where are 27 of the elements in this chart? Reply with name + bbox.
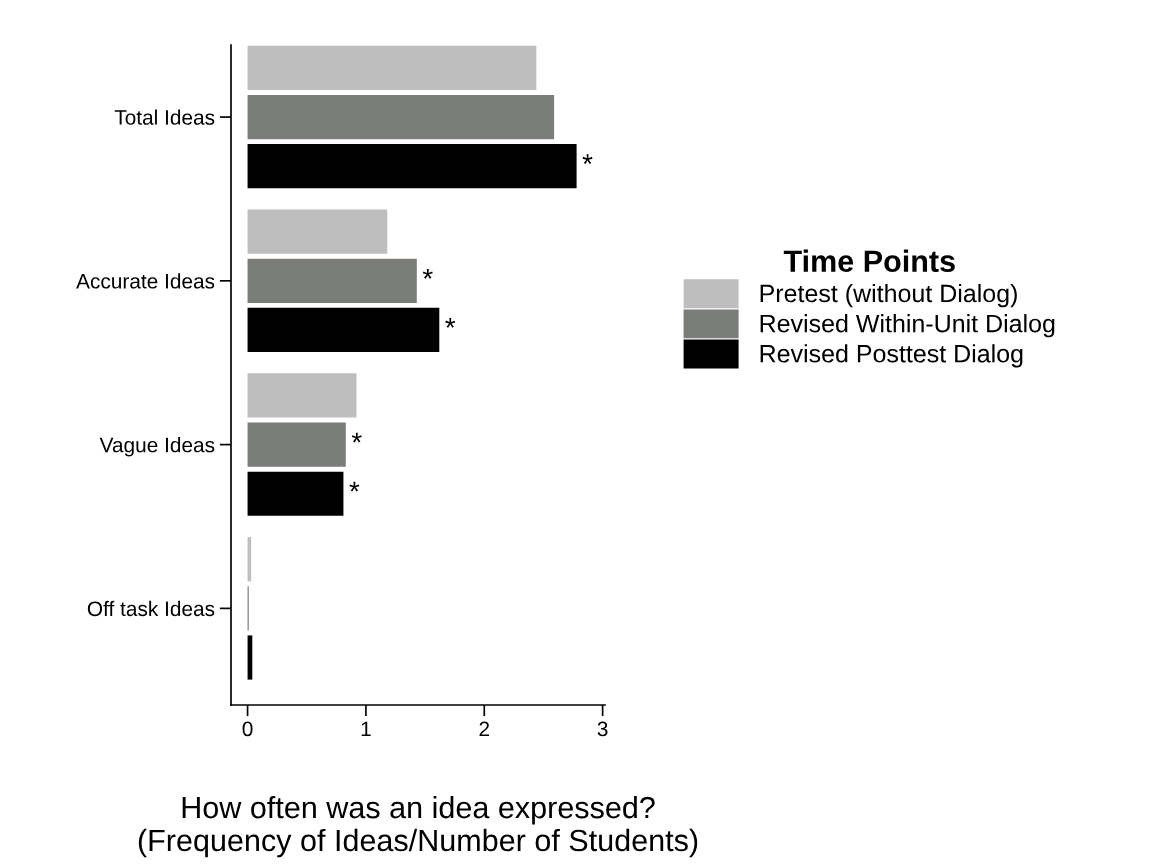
bar (247, 471, 344, 516)
legend-label: Pretest (without Dialog) (760, 283, 1017, 308)
y-tick-label: Off task Ideas (87, 600, 215, 617)
x-axis-title: How often was an idea expressed? (Frequency of Ideas/Number of Students) (138, 795, 698, 858)
x-tick-label: 2 (479, 721, 490, 737)
data-label: * (445, 318, 456, 328)
x-tick-label: 0 (242, 721, 253, 737)
bar (247, 422, 346, 467)
y-tick-label: Accurate Ideas (76, 273, 215, 289)
legend-label: Revised Within-Unit Dialog (760, 314, 1055, 338)
legend-label: Revised Posttest Dialog (760, 344, 1023, 368)
bar (247, 258, 417, 303)
legend-title: Time Points (783, 249, 955, 273)
data-label: * (351, 432, 362, 443)
y-tick-label: Vague Ideas (99, 437, 215, 457)
data-label: * (582, 154, 593, 165)
bar (247, 45, 537, 91)
y-tick-label: Total Ideas (114, 109, 215, 125)
bar (247, 307, 440, 353)
x-tick-label: 1 (361, 721, 371, 737)
bar (247, 144, 577, 189)
bar (247, 209, 388, 254)
data-label: * (422, 268, 433, 279)
x-tick-label: 3 (597, 721, 608, 737)
bar (247, 373, 357, 418)
data-label: * (349, 481, 360, 492)
bar (247, 94, 555, 140)
